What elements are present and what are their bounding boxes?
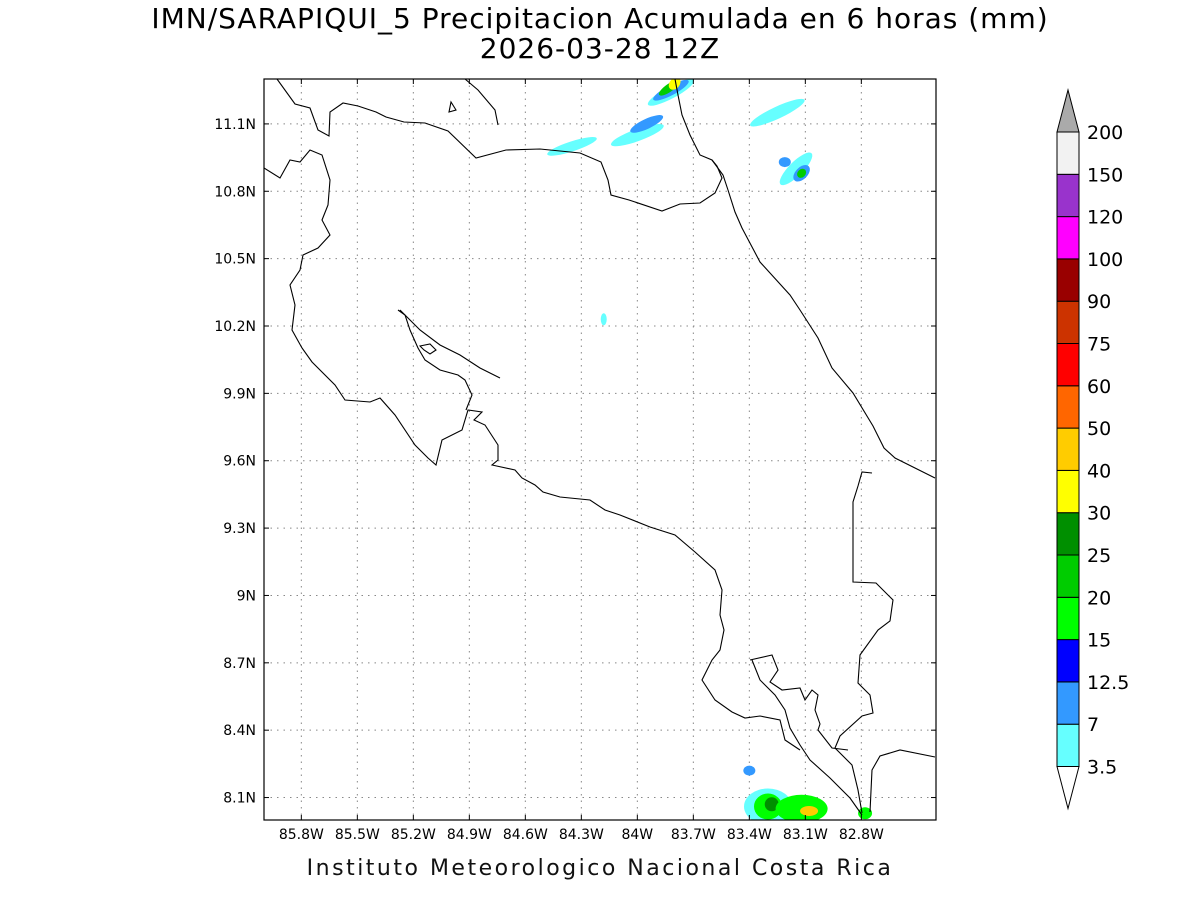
precip-area bbox=[778, 157, 791, 168]
precip-area bbox=[750, 98, 805, 127]
golfo-dulce bbox=[751, 659, 863, 816]
colorbar-swatch bbox=[1056, 300, 1080, 345]
nicoya-island bbox=[418, 343, 437, 355]
lon-tick-label: 83.7W bbox=[671, 827, 716, 843]
lat-tick-label: 11.1N bbox=[214, 117, 256, 133]
lon-tick-label: 82.8W bbox=[839, 827, 884, 843]
colorbar-swatch bbox=[1056, 385, 1080, 429]
gulf-nicoya-north bbox=[399, 309, 501, 379]
map-axes: 11.1N 10.8N 10.5N 10.2N 9.9N 9.6N 9.3N 9N 8.7N 8.… bbox=[214, 79, 936, 843]
lon-tick-label: 84.6W bbox=[503, 827, 548, 843]
map-frame bbox=[263, 78, 937, 821]
burica-point bbox=[869, 749, 936, 813]
footer-credit: Instituto Meteorologico Nacional Costa R… bbox=[306, 856, 894, 881]
colorbar-label: 75 bbox=[1087, 334, 1111, 356]
lon-tick-label: 84.9W bbox=[447, 827, 492, 843]
colorbar-label: 120 bbox=[1087, 207, 1123, 229]
colorbar-label: 60 bbox=[1087, 376, 1111, 398]
lat-tick-label: 8.4N bbox=[223, 723, 256, 739]
nicaragua-border bbox=[674, 79, 729, 191]
precip-area bbox=[779, 152, 813, 186]
colorbar-swatch bbox=[1056, 469, 1080, 514]
lake-island bbox=[448, 100, 457, 113]
precip-area bbox=[764, 797, 779, 812]
precip-area bbox=[630, 115, 664, 133]
colorbar-label: 20 bbox=[1087, 587, 1111, 609]
lat-lon-grid bbox=[264, 79, 936, 820]
lon-tick-label: 84W bbox=[621, 827, 653, 843]
lon-tick-label: 83.4W bbox=[727, 827, 772, 843]
caribbean-coast bbox=[727, 189, 936, 479]
colorbar-label: 200 bbox=[1087, 122, 1123, 144]
colorbar-swatch bbox=[1056, 427, 1080, 471]
lon-tick-label: 84.3W bbox=[559, 827, 604, 843]
colorbar-swatch bbox=[1056, 131, 1080, 175]
lat-tick-label: 10.8N bbox=[214, 184, 256, 200]
colorbar-swatch bbox=[1056, 554, 1080, 598]
precipitation-field bbox=[547, 79, 873, 820]
lat-tick-label: 9.6N bbox=[223, 454, 256, 470]
colorbar: 3.5 7 12.5 15 20 25 30 40 50 60 75 90 100 120 150 200 bbox=[1056, 88, 1129, 811]
colorbar-swatch bbox=[1056, 216, 1080, 260]
lat-tick-label: 9.3N bbox=[223, 521, 256, 537]
lat-tick-label: 10.5N bbox=[214, 252, 256, 268]
colorbar-swatch bbox=[1056, 723, 1080, 768]
precip-area bbox=[610, 124, 664, 147]
map-background bbox=[264, 79, 936, 820]
colorbar-swatch bbox=[1056, 258, 1080, 302]
colorbar-label: 100 bbox=[1087, 249, 1123, 271]
colorbar-high-arrow bbox=[1056, 88, 1080, 133]
pacific-coast bbox=[264, 149, 801, 751]
lat-tick-label: 8.7N bbox=[223, 656, 256, 672]
precip-area bbox=[668, 79, 681, 90]
lat-tick-label: 10.2N bbox=[214, 319, 256, 335]
lat-tick-label: 8.1N bbox=[223, 791, 256, 807]
lon-tick-label: 85.2W bbox=[391, 827, 436, 843]
colorbar-swatch bbox=[1056, 512, 1080, 556]
lake-shore-north bbox=[464, 79, 499, 126]
colorbar-swatch bbox=[1056, 639, 1080, 683]
colorbar-label: 30 bbox=[1087, 503, 1111, 525]
colorbar-label: 40 bbox=[1087, 460, 1111, 482]
colorbar-label: 25 bbox=[1087, 545, 1111, 567]
colorbar-label: 3.5 bbox=[1087, 757, 1117, 779]
map-subtitle: 2026-03-28 12Z bbox=[479, 32, 721, 65]
colorbar-label: 15 bbox=[1087, 630, 1111, 652]
coastline-boundaries bbox=[264, 79, 936, 816]
lat-tick-label: 9.9N bbox=[223, 386, 256, 402]
precip-area bbox=[800, 806, 819, 817]
precip-area bbox=[600, 313, 607, 326]
colorbar-swatch bbox=[1056, 596, 1080, 641]
precip-area bbox=[743, 765, 756, 776]
colorbar-swatch bbox=[1056, 681, 1080, 725]
gulf-nicoya-shore bbox=[397, 309, 473, 411]
lon-tick-label: 85.8W bbox=[279, 827, 324, 843]
colorbar-label: 150 bbox=[1087, 164, 1123, 186]
map-title: IMN/SARAPIQUI_5 Precipitacion Acumulada … bbox=[151, 2, 1049, 35]
colorbar-label: 7 bbox=[1087, 714, 1099, 736]
colorbar-swatch bbox=[1056, 343, 1080, 387]
lon-tick-label: 85.5W bbox=[335, 827, 380, 843]
colorbar-swatch bbox=[1056, 173, 1080, 218]
colorbar-label: 50 bbox=[1087, 418, 1111, 440]
colorbar-label: 90 bbox=[1087, 291, 1111, 313]
lake-nicaragua-shore bbox=[276, 79, 723, 212]
precip-area bbox=[797, 168, 807, 178]
osa-peninsula bbox=[749, 654, 849, 751]
lat-tick-label: 9N bbox=[237, 588, 256, 604]
lon-tick-label: 83.1W bbox=[783, 827, 828, 843]
colorbar-label: 12.5 bbox=[1087, 672, 1129, 694]
colorbar-low-arrow bbox=[1056, 766, 1080, 811]
